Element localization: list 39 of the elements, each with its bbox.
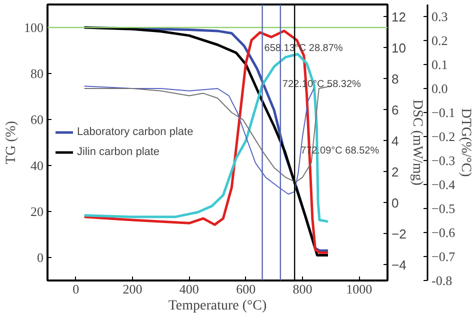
y2-tick-label: 8 xyxy=(392,71,399,86)
y3-tick-label: −0.1 xyxy=(432,105,456,120)
y-tick-label: 60 xyxy=(30,112,44,127)
y3-tick-label: −0.2 xyxy=(432,129,456,144)
y3-tick-label: 0.0 xyxy=(432,81,448,96)
x-axis-title: Temperature (°C) xyxy=(168,298,267,314)
x-tick-label: 0 xyxy=(72,282,80,296)
y2-tick-label: 12 xyxy=(392,9,406,24)
legend-label: Jilin carbon plate xyxy=(77,146,160,158)
y3-tick-label: 0.3 xyxy=(432,9,448,24)
y2-tick-label: −4 xyxy=(392,257,406,272)
y-tick-label: 0 xyxy=(37,250,44,265)
y3-tick-label: −0.7 xyxy=(432,249,456,264)
y2-tick-label: 10 xyxy=(392,40,406,56)
x-tick-label: 800 xyxy=(292,282,312,296)
y-tick-label: 80 xyxy=(30,66,44,81)
legend-label: Laboratory carbon plate xyxy=(77,126,194,138)
y2-tick-label: −2 xyxy=(392,226,406,242)
y3-tick-label: 0.1 xyxy=(432,57,448,72)
x-tick-label: 600 xyxy=(236,282,256,296)
y-tick-label: 40 xyxy=(30,158,44,173)
y2-tick-label: 0 xyxy=(392,195,399,210)
y2-axis-title: DSC (mW/mg) xyxy=(409,100,424,186)
y-tick-label: 20 xyxy=(30,204,44,219)
y3-tick-label: −0.6 xyxy=(432,225,456,240)
y3-tick-label: 0.2 xyxy=(432,33,448,48)
y3-axis-title: DTG(%/°C) xyxy=(458,108,474,178)
y2-tick-label: 6 xyxy=(392,102,399,118)
y-axis-title: TG (%) xyxy=(4,120,19,164)
y3-tick-label: −0.3 xyxy=(432,153,456,168)
x-tick-label: 200 xyxy=(122,282,142,296)
y3-tick-label: -0.8 xyxy=(432,273,452,288)
y-tick-label: 100 xyxy=(24,20,44,35)
y3-tick-label: −0.5 xyxy=(432,201,456,216)
x-tick-label: 400 xyxy=(179,282,199,296)
y3-tick-label: −0.4 xyxy=(432,177,456,192)
y2-tick-label: 4 xyxy=(392,133,399,148)
y2-tick-label: 2 xyxy=(392,164,399,180)
x-tick-label: 1000 xyxy=(346,282,372,296)
